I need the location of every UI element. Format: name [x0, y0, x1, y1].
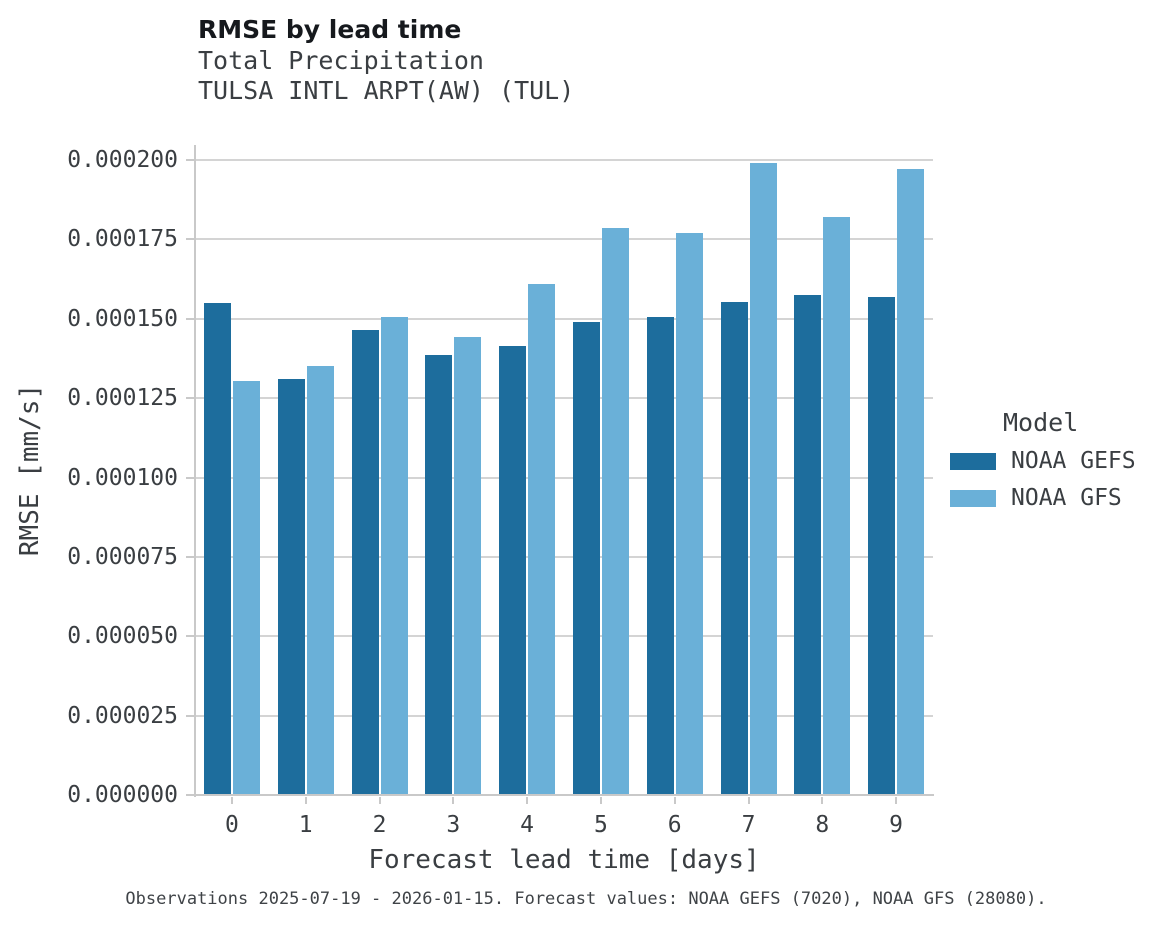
y-tick-mark-0.000200: [186, 159, 194, 161]
legend: Model NOAA GEFS NOAA GFS: [950, 408, 1172, 512]
x-tick-label-9: 9: [889, 812, 904, 838]
legend-items: NOAA GEFS NOAA GFS: [950, 448, 1172, 512]
plot-area: [195, 145, 933, 796]
y-tick-label-0.000125: 0.000125: [67, 385, 178, 412]
legend-label-noaa-gfs: NOAA GFS: [1011, 485, 1122, 511]
bar-noaa-gfs-day-3: [454, 336, 481, 795]
x-tick-mark-0: [230, 797, 233, 804]
legend-swatch-noaa-gfs: [950, 490, 996, 507]
title-block: RMSE by lead time Total Precipitation TU…: [198, 14, 574, 106]
bar-noaa-gefs-day-1: [278, 379, 305, 795]
y-tick-mark-0.000125: [186, 397, 194, 400]
bar-noaa-gfs-day-1: [307, 366, 334, 795]
y-tick-label-0.000100: 0.000100: [67, 464, 178, 491]
y-tick-label-0.000025: 0.000025: [67, 702, 178, 729]
gridline-0.000075: [195, 555, 933, 558]
legend-label-noaa-gefs: NOAA GEFS: [1011, 448, 1136, 474]
bar-noaa-gefs-day-5: [573, 321, 600, 795]
x-tick-label-2: 2: [372, 812, 387, 838]
bar-noaa-gefs-day-2: [352, 330, 379, 795]
gridline-0.000050: [195, 635, 933, 638]
legend-item-noaa-gefs: NOAA GEFS: [950, 448, 1172, 475]
x-tick-label-0: 0: [224, 812, 239, 838]
legend-swatch-noaa-gefs: [950, 453, 996, 470]
y-tick-mark-0.000175: [186, 238, 194, 241]
chart-subtitle-variable: Total Precipitation: [198, 46, 484, 75]
caption: Observations 2025-07-19 - 2026-01-15. Fo…: [125, 889, 1047, 909]
bar-noaa-gefs-day-4: [499, 346, 526, 795]
gridline-0.000150: [195, 317, 933, 320]
x-tick-mark-3: [452, 797, 455, 804]
y-tick-label-0.000075: 0.000075: [67, 543, 178, 570]
x-axis-title: Forecast lead time [days]: [368, 845, 760, 875]
bar-noaa-gfs-day-7: [750, 163, 777, 795]
x-tick-label-6: 6: [667, 812, 682, 838]
bar-noaa-gfs-day-4: [528, 283, 555, 795]
bar-noaa-gfs-day-6: [676, 233, 703, 795]
x-tick-label-8: 8: [815, 812, 830, 838]
bar-noaa-gefs-day-6: [647, 317, 674, 795]
y-tick-label-0.000175: 0.000175: [67, 226, 178, 253]
x-tick-mark-9: [895, 797, 898, 804]
x-tick-label-5: 5: [593, 812, 608, 838]
y-tick-label-0.000050: 0.000050: [67, 623, 178, 650]
y-tick-mark-0.000075: [186, 555, 194, 558]
x-tick-label-3: 3: [446, 812, 461, 838]
y-tick-mark-0.000025: [186, 714, 194, 717]
y-tick-label-0.000200: 0.000200: [67, 147, 178, 173]
bar-noaa-gfs-day-5: [602, 228, 629, 795]
gridline-0.000125: [195, 397, 933, 400]
bar-noaa-gefs-day-0: [204, 302, 231, 795]
x-tick-label-4: 4: [520, 812, 535, 838]
bar-noaa-gfs-day-9: [897, 168, 924, 795]
bar-noaa-gefs-day-3: [425, 355, 452, 795]
chart-title: RMSE by lead time: [198, 15, 462, 44]
y-tick-label-0.000000: 0.000000: [67, 782, 178, 808]
chart-subtitle-station: TULSA INTL ARPT(AW) (TUL): [198, 76, 575, 105]
x-tick-mark-7: [747, 797, 750, 804]
x-axis-spine: [194, 794, 934, 796]
y-tick-mark-0.000100: [186, 476, 194, 479]
gridline-0.000100: [195, 476, 933, 479]
y-tick-label-0.000150: 0.000150: [67, 305, 178, 332]
x-tick-mark-1: [304, 797, 307, 804]
x-tick-label-7: 7: [741, 812, 756, 838]
y-tick-mark-0.000000: [186, 794, 194, 796]
x-tick-mark-2: [378, 797, 381, 804]
bar-noaa-gefs-day-8: [794, 294, 821, 795]
x-tick-mark-6: [673, 797, 676, 804]
bar-noaa-gfs-day-8: [823, 217, 850, 795]
bar-noaa-gefs-day-9: [868, 297, 895, 795]
bar-noaa-gfs-day-2: [381, 317, 408, 795]
legend-title: Model: [1003, 408, 1079, 437]
gridline-0.000175: [195, 238, 933, 241]
gridline-0.000025: [195, 714, 933, 717]
x-tick-mark-5: [599, 797, 602, 804]
bar-noaa-gfs-day-0: [233, 380, 260, 795]
legend-item-noaa-gfs: NOAA GFS: [950, 485, 1172, 512]
x-tick-mark-4: [526, 797, 529, 804]
x-tick-mark-8: [821, 797, 824, 804]
x-tick-label-1: 1: [298, 812, 313, 838]
bar-noaa-gefs-day-7: [721, 301, 748, 795]
gridline-0.000200: [195, 159, 933, 161]
y-tick-mark-0.000150: [186, 317, 194, 320]
y-axis-spine: [194, 145, 196, 797]
y-tick-mark-0.000050: [186, 635, 194, 638]
